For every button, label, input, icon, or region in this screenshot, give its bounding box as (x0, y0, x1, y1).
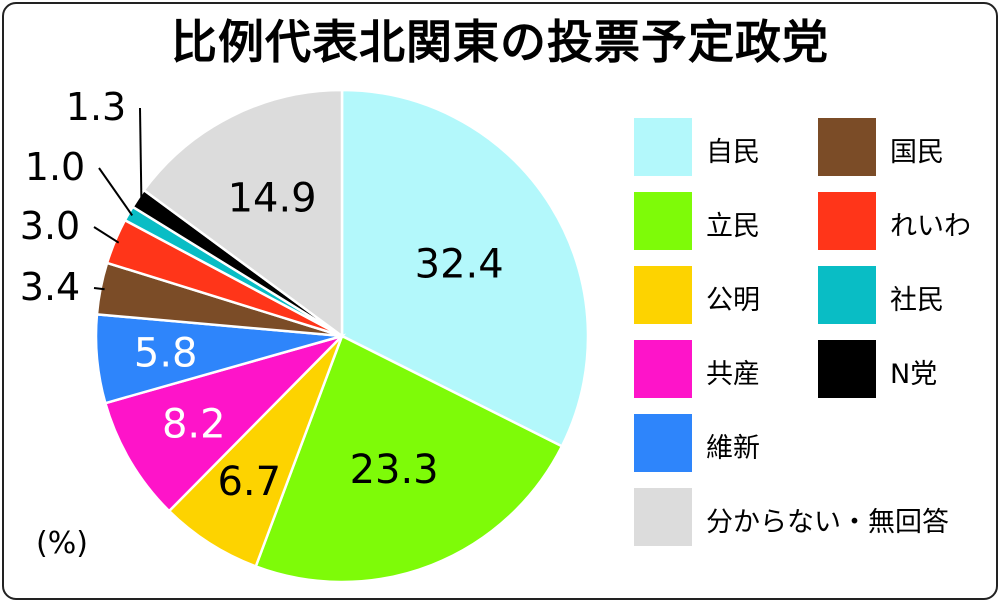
legend-label: れいわ (890, 211, 971, 242)
leader-line-e3828ce38184e3828f (93, 226, 120, 244)
data-label-e887aae6b091: 32.4 (415, 242, 504, 288)
legend-swatch (634, 266, 692, 324)
legend-label: 社民 (890, 285, 944, 316)
legend-swatch (818, 192, 876, 250)
data-label-e7a4bee6b091: 1.0 (25, 145, 85, 189)
data-label-ne5859a: 1.3 (66, 85, 126, 129)
leader-line-e7a4bee6b091 (98, 167, 134, 216)
legend-swatch (818, 118, 876, 176)
pie-slice-e58886e3818be38289e381aae38184e383bbe784a1e59b9ee7ad94 (142, 88, 344, 339)
legend-swatch (634, 192, 692, 250)
leader-line-e59bbde6b091 (93, 287, 105, 291)
legend-label: 公明 (706, 285, 760, 316)
data-label-e585b1e794a3: 8.2 (162, 402, 226, 448)
legend-label: 国民 (890, 137, 944, 168)
data-label-e7ab8be6b091: 23.3 (350, 447, 439, 493)
legend-label: N党 (890, 359, 938, 390)
unit-label: (%) (36, 526, 88, 561)
legend-label: 分からない・無回答 (706, 507, 949, 538)
legend-swatch (818, 266, 876, 324)
pie-slice-e7ab8be6b091 (254, 334, 564, 584)
data-label-e585ace6988e: 6.7 (217, 459, 281, 505)
legend-swatch (634, 414, 692, 472)
chart-title: 比例代表北関東の投票予定政党 (171, 15, 829, 69)
leader-line-ne5859a (139, 107, 143, 201)
data-label-e3828ce38184e3828f: 3.0 (20, 204, 80, 248)
pie-slice-e585b1e794a3 (103, 333, 347, 513)
legend-swatch (634, 488, 692, 546)
data-label-e59bbde6b091: 3.4 (20, 265, 80, 309)
legend-swatch (818, 340, 876, 398)
legend-label: 共産 (706, 359, 760, 390)
pie-slice-e887aae6b091 (340, 88, 590, 448)
data-label-e58886e3818be38289e381aae38184e383bbe784a1e59b9ee7ad94: 14.9 (228, 176, 317, 222)
data-label-e7b6ade696b0: 5.8 (134, 331, 198, 377)
legend-label: 自民 (706, 137, 760, 168)
legend-label: 立民 (706, 211, 760, 242)
legend-swatch (634, 340, 692, 398)
legend-label: 維新 (706, 433, 760, 464)
legend-swatch (634, 118, 692, 176)
